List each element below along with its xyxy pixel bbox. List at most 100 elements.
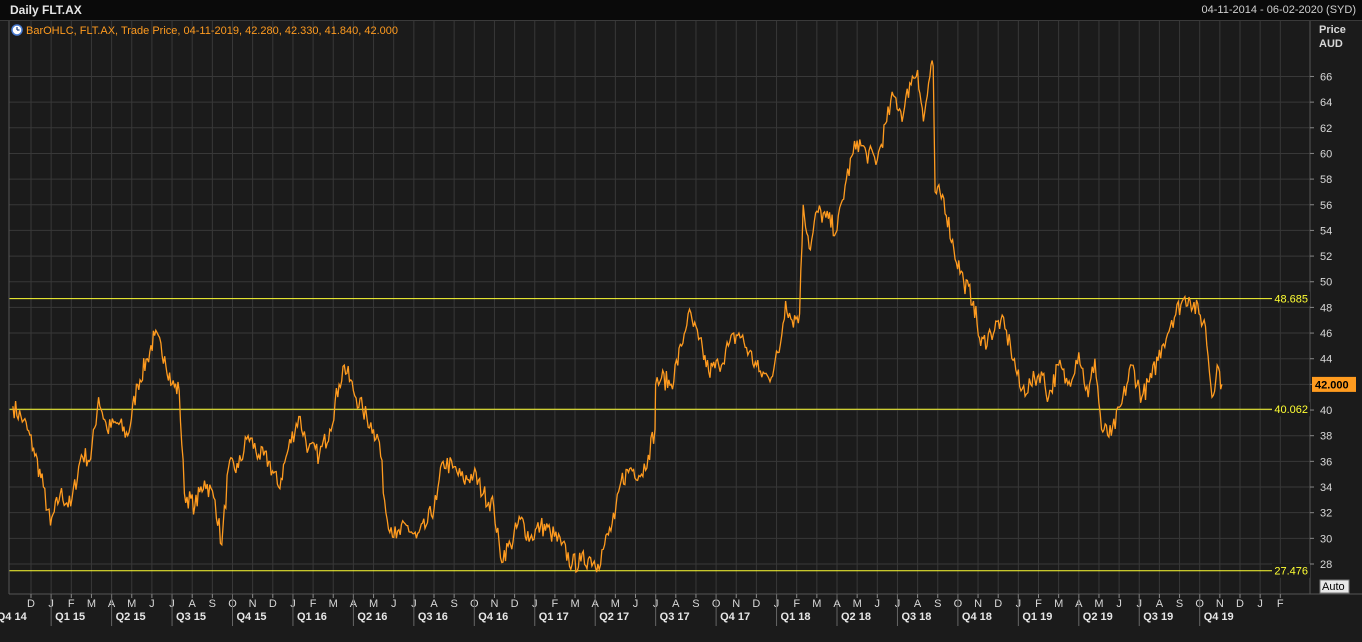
x-month-label: J (149, 598, 155, 610)
x-quarter-label: Q3 19 (1143, 611, 1173, 623)
x-month-label: J (1257, 598, 1263, 610)
x-month-label: M (329, 598, 338, 610)
level-labels: 48.685 40.062 27.476 (1272, 291, 1310, 578)
date-range: 04-11-2014 - 06-02-2020 (SYD) (1201, 4, 1357, 16)
level-lines (9, 298, 1310, 572)
y-tick-label: 38 (1320, 431, 1332, 443)
y-tick-label: 30 (1320, 533, 1332, 545)
x-month-label: A (1156, 598, 1164, 610)
x-month-label: N (732, 598, 740, 610)
x-month-label: M (812, 598, 821, 610)
x-month-label: J (875, 598, 881, 610)
x-month-label: D (752, 598, 760, 610)
x-quarter-label: Q4 19 (1204, 611, 1234, 623)
x-quarter-label: Q2 19 (1083, 611, 1113, 623)
series-line (12, 60, 1223, 574)
x-quarter-label: Q2 16 (357, 611, 387, 623)
y-axis-ticks: 2830323436384042444648505254565860626466 (1310, 71, 1332, 571)
x-quarter-label: Q4 16 (478, 611, 508, 623)
x-quarter-label: Q4 17 (720, 611, 750, 623)
y-axis-title-currency: AUD (1319, 38, 1343, 50)
y-tick-label: 66 (1320, 71, 1332, 83)
last-price-badge: 42.000 (1312, 376, 1356, 392)
x-month-label: D (269, 598, 277, 610)
x-quarter-label: Q4 15 (237, 611, 267, 623)
x-month-label: N (974, 598, 982, 610)
y-tick-label: 34 (1320, 482, 1332, 494)
x-month-label: M (611, 598, 620, 610)
x-month-label: A (430, 598, 438, 610)
y-tick-label: 40 (1320, 405, 1332, 417)
y-tick-label: 60 (1320, 148, 1332, 160)
level-label: 40.062 (1274, 404, 1308, 416)
x-quarter-label: Q3 18 (901, 611, 931, 623)
x-month-label: F (310, 598, 317, 610)
y-axis-title-price: Price (1319, 24, 1346, 36)
x-month-label: N (249, 598, 257, 610)
x-month-label: M (853, 598, 862, 610)
level-label: 27.476 (1274, 566, 1308, 578)
x-month-label: N (1216, 598, 1224, 610)
x-quarter-label: Q1 19 (1022, 611, 1052, 623)
grid (9, 21, 1310, 594)
x-month-label: M (1054, 598, 1063, 610)
x-month-label: M (87, 598, 96, 610)
x-month-label: M (369, 598, 378, 610)
y-tick-label: 50 (1320, 277, 1332, 289)
x-month-label: M (1094, 598, 1103, 610)
x-quarter-label: Q1 18 (781, 611, 811, 623)
x-quarter-label: Q4 18 (962, 611, 992, 623)
x-month-label: A (189, 598, 197, 610)
x-month-label: S (450, 598, 457, 610)
x-month-label: F (68, 598, 75, 610)
x-month-label: N (490, 598, 498, 610)
y-tick-label: 52 (1320, 251, 1332, 263)
x-month-label: J (1116, 598, 1122, 610)
x-quarter-label: Q3 15 (176, 611, 206, 623)
legend[interactable]: BarOHLC, FLT.AX, Trade Price, 04-11-2019… (11, 24, 398, 37)
level-label: 48.685 (1274, 294, 1308, 306)
y-tick-label: 32 (1320, 508, 1332, 520)
auto-button[interactable]: Auto (1319, 579, 1350, 594)
y-tick-label: 48 (1320, 302, 1332, 314)
title-bar: Daily FLT.AX 04-11-2014 - 06-02-2020 (SY… (0, 0, 1362, 21)
x-month-label: F (1277, 598, 1284, 610)
y-tick-label: 46 (1320, 328, 1332, 340)
chart-title: Daily FLT.AX (10, 3, 82, 17)
x-axis-quarters: Q4 14 Q1 15 Q2 15 Q3 15 Q4 15 Q1 16 Q2 16 Q3 16… (0, 594, 1234, 626)
auto-button-label: Auto (1322, 581, 1345, 593)
x-month-label: J (633, 598, 639, 610)
x-month-label: S (209, 598, 216, 610)
level-label-bg (1272, 402, 1310, 417)
x-month-label: D (1236, 598, 1244, 610)
x-quarter-label: Q1 17 (539, 611, 569, 623)
x-quarter-label: Q3 16 (418, 611, 448, 623)
y-tick-label: 58 (1320, 174, 1332, 186)
y-tick-label: 64 (1320, 97, 1332, 109)
y-tick-label: 54 (1320, 225, 1332, 237)
x-quarter-label: Q1 15 (55, 611, 85, 623)
x-month-label: F (1035, 598, 1042, 610)
x-month-label: J (391, 598, 397, 610)
level-label-bg (1272, 563, 1310, 578)
x-month-label: F (793, 598, 800, 610)
y-tick-label: 28 (1320, 559, 1332, 571)
x-quarter-label: Q2 17 (599, 611, 629, 623)
x-month-label: S (934, 598, 941, 610)
x-month-label: M (127, 598, 136, 610)
y-tick-label: 36 (1320, 456, 1332, 468)
y-tick-label: 62 (1320, 123, 1332, 135)
x-month-label: M (570, 598, 579, 610)
y-tick-label: 44 (1320, 354, 1332, 366)
legend-text: BarOHLC, FLT.AX, Trade Price, 04-11-2019… (26, 25, 398, 37)
x-month-label: D (511, 598, 519, 610)
x-month-label: S (1176, 598, 1183, 610)
x-month-label: F (552, 598, 559, 610)
x-quarter-label: Q2 15 (116, 611, 146, 623)
x-quarter-label: Q4 14 (0, 611, 28, 623)
last-price-label: 42.000 (1315, 379, 1349, 391)
x-quarter-label: Q1 16 (297, 611, 327, 623)
x-month-label: A (672, 598, 680, 610)
